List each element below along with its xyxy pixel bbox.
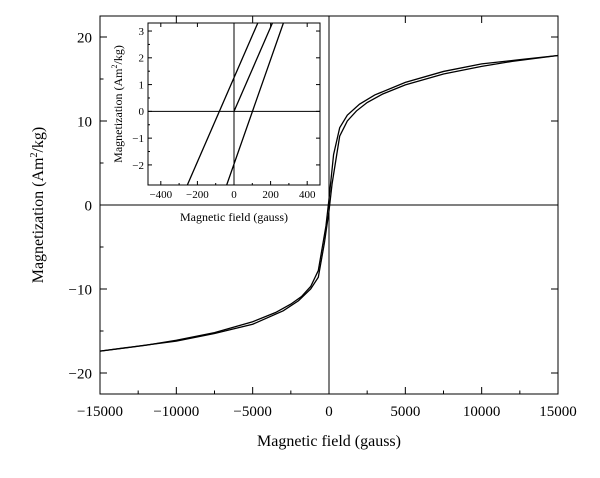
- inset-series-2-line: [226, 23, 285, 185]
- main-y-tick-label: 0: [85, 198, 93, 214]
- inset-x-tick-label: −200: [186, 189, 209, 201]
- main-x-tick-label: −5000: [233, 404, 271, 420]
- main-curves: [100, 54, 558, 352]
- inset-x-tick-label: −400: [149, 189, 172, 201]
- inset-zero-lines: [148, 23, 320, 185]
- inset-y-tick-label: −1: [132, 133, 144, 145]
- main-x-tick-label: 5000: [390, 404, 420, 420]
- inset-x-tick-label: 400: [299, 189, 316, 201]
- main-y-tick-label: −10: [69, 282, 92, 298]
- main-y-tick-label: 20: [77, 30, 92, 46]
- inset-series-3-line: [233, 23, 274, 112]
- main-x-axis-ticks: −15000 −10000 −5000 0 5000 10000 15000: [77, 16, 577, 420]
- inset-curves: [186, 23, 285, 185]
- main-x-axis-label: Magnetic field (gauss): [257, 433, 401, 450]
- inset-x-axis-label: Magnetic field (gauss): [180, 210, 288, 224]
- inset-series-1-line: [186, 23, 259, 185]
- main-y-axis-label: Magnetization (Am2/kg): [29, 127, 47, 284]
- main-x-tick-label: −10000: [153, 404, 199, 420]
- main-series-1-line: [100, 54, 558, 352]
- inset-x-tick-label: 0: [231, 189, 237, 201]
- main-series-2-line: [100, 54, 558, 352]
- inset-y-tick-label: −2: [132, 160, 144, 172]
- inset-y-tick-label: 3: [139, 26, 145, 38]
- inset-x-tick-label: 200: [262, 189, 279, 201]
- inset-y-axis-label: Magnetization (Am2/kg): [110, 45, 125, 163]
- main-x-tick-label: 0: [325, 404, 333, 420]
- main-y-tick-label: 10: [77, 114, 92, 130]
- main-x-tick-label: −15000: [77, 404, 123, 420]
- main-zero-lines: [100, 16, 558, 394]
- main-y-tick-label: −20: [69, 366, 92, 382]
- inset-x-axis-ticks: −400 −200 0 200 400: [149, 23, 316, 201]
- inset-y-tick-label: 1: [139, 79, 145, 91]
- inset-y-tick-label: 0: [139, 106, 145, 118]
- inset-y-axis-ticks: −2 −1 0 1 2 3: [132, 26, 320, 172]
- main-x-tick-label: 10000: [463, 404, 501, 420]
- inset-y-tick-label: 2: [139, 53, 145, 65]
- main-x-tick-label: 15000: [539, 404, 577, 420]
